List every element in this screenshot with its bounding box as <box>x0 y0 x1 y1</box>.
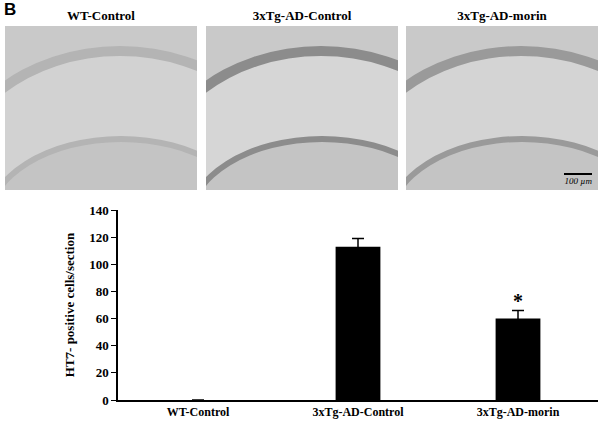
svg-text:3xTg-AD-morin: 3xTg-AD-morin <box>477 405 560 419</box>
svg-text:WT-Control: WT-Control <box>167 405 230 419</box>
html-text:3xTg-AD-Control: 3xTg-AD-Control <box>252 8 352 23</box>
svg-text:HT7- positive cells/section: HT7- positive cells/section <box>62 232 77 377</box>
html-text:100 µm: 100 µm <box>564 176 592 186</box>
html-text:B: B <box>4 0 17 19</box>
svg-text:0: 0 <box>102 393 109 408</box>
svg-text:3xTg-AD-Control: 3xTg-AD-Control <box>312 405 404 419</box>
svg-text:40: 40 <box>96 338 109 353</box>
svg-text:80: 80 <box>96 284 109 299</box>
html-text:WT-Control: WT-Control <box>67 8 135 23</box>
svg-text:140: 140 <box>89 203 109 218</box>
svg-text:*: * <box>513 290 523 312</box>
svg-text:100: 100 <box>89 257 109 272</box>
svg-text:60: 60 <box>96 311 109 326</box>
html-text:3xTg-AD-morin: 3xTg-AD-morin <box>457 8 547 23</box>
svg-text:20: 20 <box>96 365 109 380</box>
svg-text:120: 120 <box>89 230 109 245</box>
